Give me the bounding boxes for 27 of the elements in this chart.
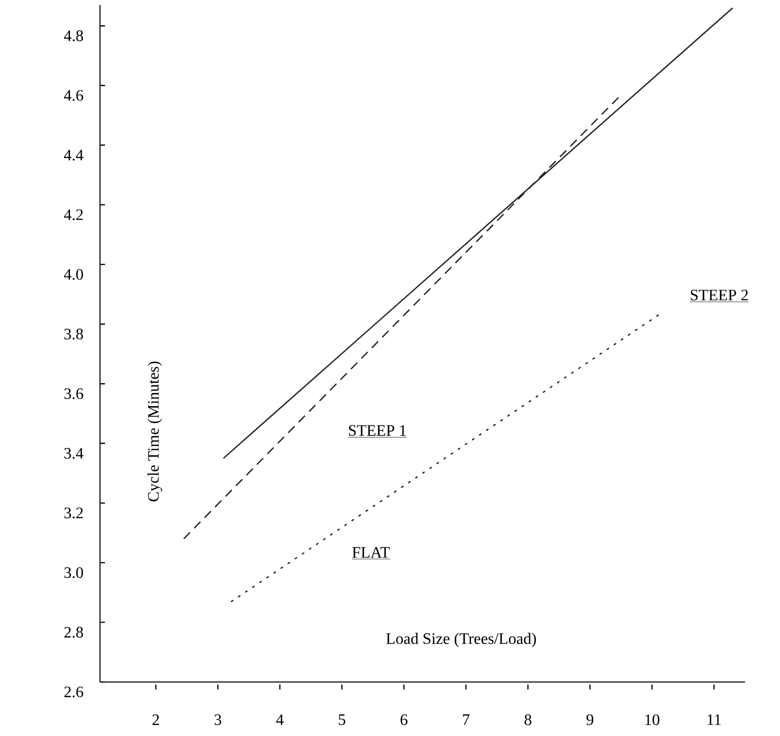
x-tick-label: 3 <box>214 714 222 726</box>
x-tick-label: 11 <box>708 714 721 725</box>
y-axis-title: Cycle Time (Minutes) <box>148 362 162 502</box>
series-label: FLAT <box>352 547 390 558</box>
text: STEEP 1 <box>348 425 406 436</box>
x-tick-label: 4 <box>276 714 284 725</box>
x-tick-label: 2 <box>152 714 159 725</box>
x-axis-title: Load Size (Trees/Load) <box>386 632 536 648</box>
x-tick-label: 9 <box>586 714 594 726</box>
y-tick-label: 3.4 <box>64 448 84 459</box>
y-tick-label: 3.2 <box>64 508 83 518</box>
y-tick-label: 2.6 <box>64 686 84 698</box>
y-tick-label: 4.6 <box>64 90 84 101</box>
x-tick-label: 8 <box>524 714 532 726</box>
x-tick-label: 10 <box>645 714 660 726</box>
y-tick-label: 3.8 <box>64 328 83 340</box>
x-tick-label: 6 <box>400 714 408 726</box>
y-tick-label: 2.8 <box>64 626 83 638</box>
y-tick-label: 4.4 <box>64 150 84 160</box>
x-tick-label: 7 <box>462 714 470 725</box>
y-tick-label: 4.0 <box>64 269 83 280</box>
x-tick-label: 5 <box>338 714 346 725</box>
y-tick-label: 4.2 <box>64 209 83 220</box>
text: STEEP 2 <box>690 290 748 300</box>
y-tick-label: 4.8 <box>64 30 83 42</box>
y-tick-label: 3.0 <box>64 567 83 578</box>
y-tick-label: 3.6 <box>64 388 84 400</box>
